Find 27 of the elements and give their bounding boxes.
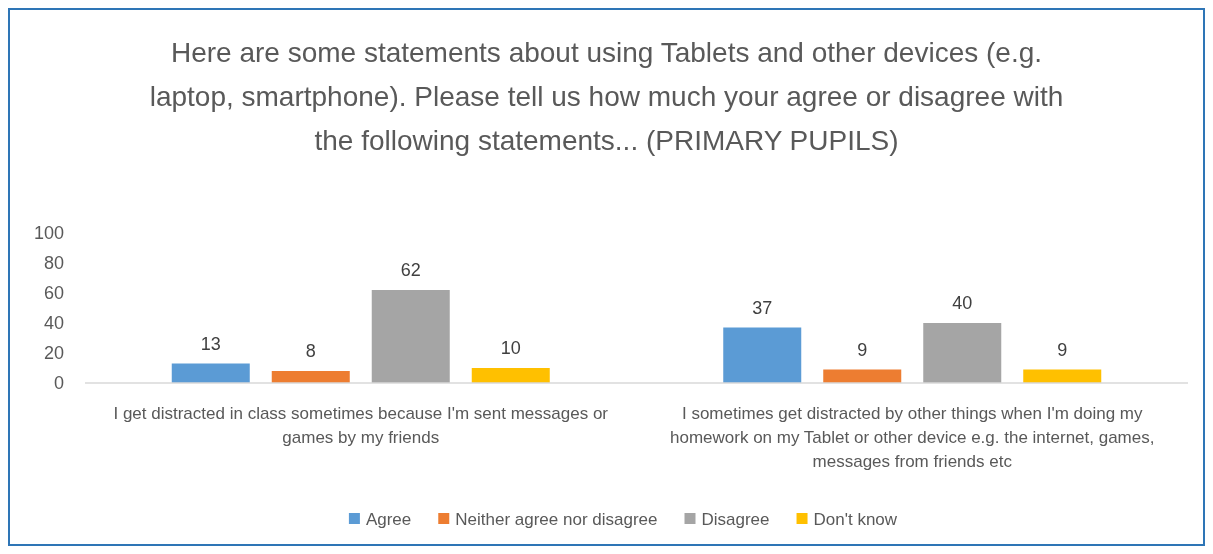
legend-label: Neither agree nor disagree — [455, 509, 658, 529]
x-tick-label: I sometimes get distracted by other things when I'm doing my homework on my Tablet or other device e.g. the internet, games, messages from friends etc — [670, 404, 1155, 471]
y-tick-label: 100 — [33, 223, 64, 244]
data-label: 9 — [857, 339, 868, 360]
bar — [723, 327, 802, 383]
data-label: 62 — [400, 260, 421, 280]
bar — [923, 323, 1002, 383]
x-tick-label: I get distracted in class sometimes because I'm sent messages or games by my friends — [113, 404, 609, 447]
bar — [371, 290, 450, 383]
data-label: 10 — [500, 338, 521, 358]
data-label: 37 — [752, 297, 773, 318]
legend-label: Don't know — [813, 509, 898, 529]
bar — [471, 368, 550, 383]
y-tick-label: 80 — [43, 253, 64, 274]
y-tick-label: 60 — [43, 283, 64, 304]
legend-label: Agree — [365, 509, 412, 529]
data-label: 9 — [1057, 339, 1068, 360]
data-label: 40 — [952, 293, 973, 313]
data-label: 8 — [305, 341, 316, 361]
y-tick-label: 0 — [53, 373, 64, 394]
bar — [271, 371, 350, 383]
data-label: 13 — [200, 333, 221, 354]
y-tick-label: 40 — [43, 313, 64, 334]
bar — [171, 363, 250, 383]
legend-label: Disagree — [701, 509, 770, 529]
y-tick-label: 20 — [43, 343, 64, 364]
chart-title: Here are some statements about using Tablets and other devices (e.g. laptop, smartphone). Please tell us how much your agree or disagree with the following statements... (PRIMARY PUPILS) — [149, 37, 1064, 156]
